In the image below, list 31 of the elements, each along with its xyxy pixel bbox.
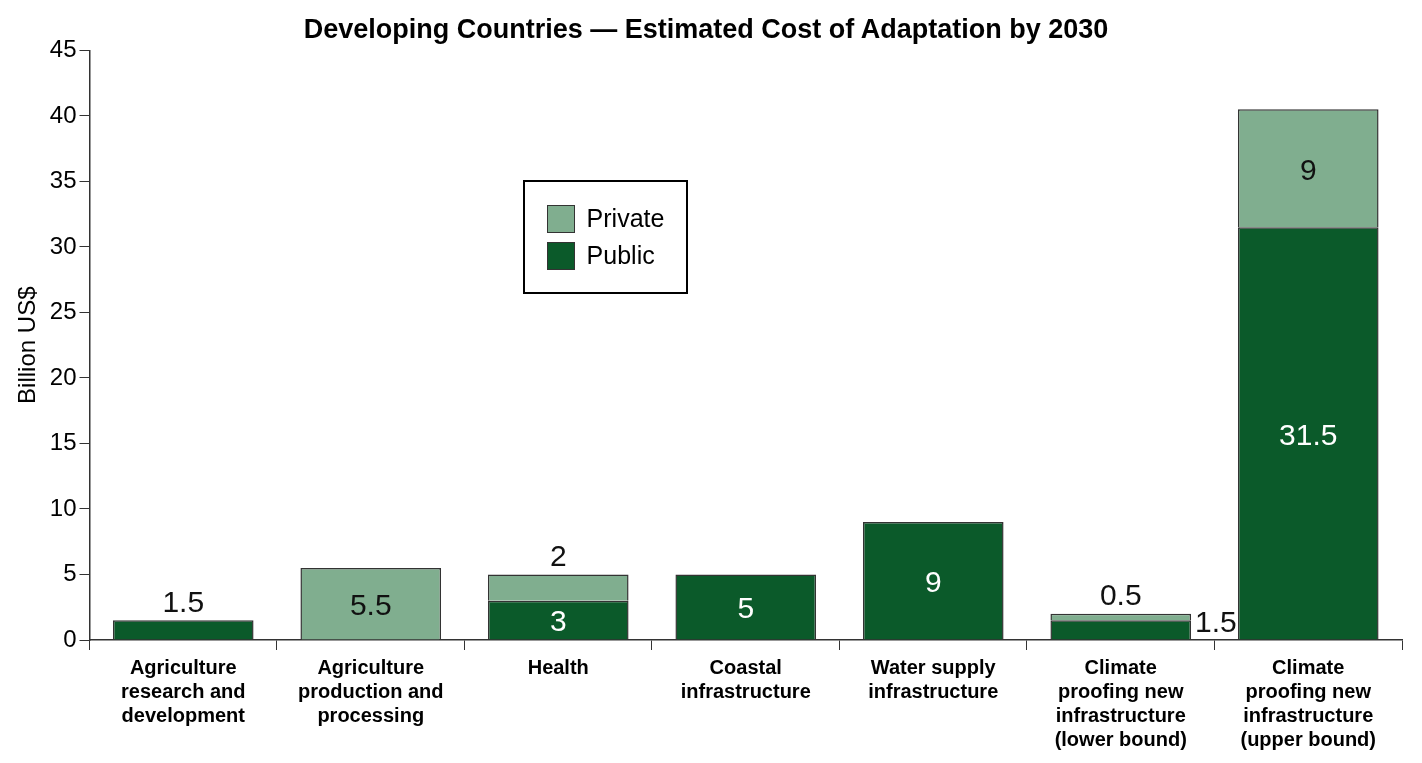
y-tick-label: 10	[49, 493, 77, 521]
data-label: 5.5	[349, 587, 392, 621]
data-label: 9	[1299, 152, 1317, 186]
data-label: 1.5	[162, 584, 205, 618]
data-label: 31.5	[1279, 417, 1338, 451]
data-label: 1.5	[1195, 605, 1237, 639]
data-label: 5	[737, 591, 755, 625]
y-tick-label: 5	[63, 559, 77, 587]
x-tick-label: Coastal infrastructure	[680, 655, 811, 702]
x-tick-label: Health	[527, 655, 589, 678]
x-tick-label: Climate proofing new infrastructure (lower bound)	[1054, 655, 1187, 750]
y-tick-label: 35	[49, 166, 77, 194]
x-tick-label: Water supply infrastructure	[868, 655, 999, 702]
data-label: 0.5	[1099, 578, 1142, 612]
y-tick-label: 0	[63, 624, 77, 652]
data-label: 9	[924, 565, 942, 599]
legend-label: Private	[586, 204, 665, 234]
y-tick-label: 40	[49, 100, 77, 128]
y-tick-label: 20	[49, 362, 77, 390]
x-tick-label: Climate proofing new infrastructure (upper bound)	[1240, 655, 1377, 750]
chart-title: Developing Countries — Estimated Cost of Adaptation by 2030	[303, 13, 1109, 44]
data-label: 3	[549, 604, 567, 638]
x-tick-label: Agriculture research and development	[120, 655, 246, 726]
data-label: 2	[549, 538, 567, 572]
y-tick-label: 25	[49, 297, 77, 325]
y-axis-title: Billion US$	[13, 286, 41, 404]
x-tick-label: Agriculture production and processing	[297, 655, 444, 726]
y-tick-label: 30	[49, 231, 77, 259]
y-tick-label: 15	[49, 428, 77, 456]
y-tick-label: 45	[49, 35, 77, 63]
legend-label: Public	[586, 241, 655, 271]
